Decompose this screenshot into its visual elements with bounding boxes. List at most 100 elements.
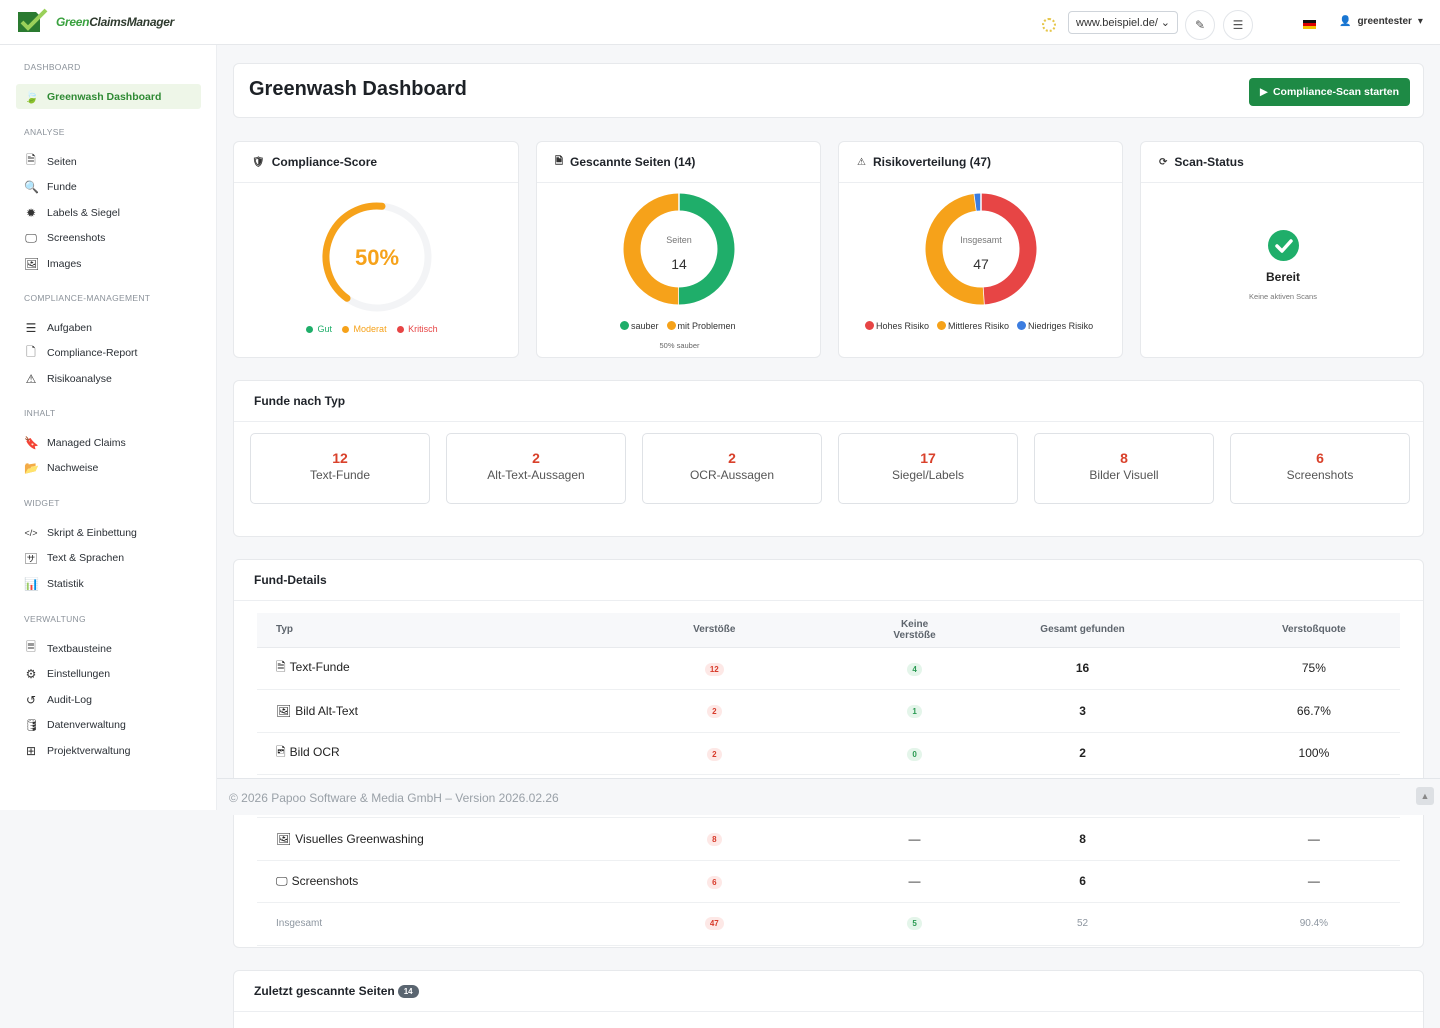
finding-label: Screenshots [1286,468,1354,482]
no-violations-pill: 5 [907,917,922,931]
site-select[interactable]: www.beispiel.de/ ⌄ [1068,11,1178,34]
sidebar-item-risikoanalyse[interactable]: ⚠ Risikoanalyse [16,366,201,391]
gear-icon: ⚙ [25,667,37,682]
table-total-row: Insgesamt 47 5 52 90.4% [257,902,1400,946]
sidebar-item-textbausteine[interactable]: 🗏 Textbausteine [16,636,201,661]
sidebar-item-audit-log[interactable]: ↺ Audit-Log [16,687,201,712]
footer: © 2026 Papoo Software & Media GmbH – Ver… [217,778,1440,815]
sidebar-item-projektverwaltung[interactable]: ⊞ Projektverwaltung [16,738,201,763]
sidebar-item-label: Risikoanalyse [47,372,112,385]
list-button[interactable]: ☰ [1223,10,1253,40]
badge-icon: ✹ [25,205,37,220]
finding-label: Text-Funde [309,468,371,482]
find-details-card: Fund-Details Typ Verstöße Keine Verstöße… [233,559,1424,948]
sidebar-item-nachweise[interactable]: 📂 Nachweise [16,456,201,481]
username: greentester [1357,16,1412,27]
sidebar-item-seiten[interactable]: 🗎 Seiten [16,149,201,174]
violation-rate: — [1307,831,1320,846]
donut-slice[interactable] [980,193,1037,305]
loading-spinner-icon [1042,18,1056,32]
legend-item: Kritisch [396,324,438,334]
edit-button[interactable]: ✎ [1185,10,1215,40]
sidebar-item-datenverwaltung[interactable]: 🛢 Datenverwaltung [16,713,201,738]
sidebar-item-label: Images [47,257,82,270]
sidebar-item-label: Screenshots [47,232,106,245]
table-row: 🗎 Text-Funde 12 4 16 75% [257,647,1400,690]
sidebar-section-label: COMPLIANCE-MANAGEMENT [24,293,151,303]
file-icon: 🗎 [276,659,286,674]
donut-slice[interactable] [678,193,735,305]
finding-type-card[interactable]: 2 Alt-Text-Aussagen [446,433,626,504]
total-found: 3 [1079,703,1086,718]
cell-value: — [908,831,921,846]
violation-rate: 100% [1298,746,1330,761]
finding-type-card[interactable]: 17 Siegel/Labels [838,433,1018,504]
finding-type-card[interactable]: 8 Bilder Visuell [1034,433,1214,504]
findings-by-type-card: Funde nach Typ 12 Text-Funde 2 Alt-Text-A… [233,380,1424,537]
widget-title: Gescannte Seiten (14) [570,155,696,169]
sidebar-item-statistik[interactable]: 📊 Statistik [16,571,201,596]
risk-donut: Insgesamt 47 [925,193,1037,305]
sidebar-section-label: INHALT [24,408,56,418]
finding-count: 2 [532,450,540,466]
sidebar-item-label: Projektverwaltung [47,744,131,757]
sidebar-item-managed-claims[interactable]: 🔖 Managed Claims [16,430,201,455]
german-flag-icon[interactable] [1303,20,1316,29]
row-type: Insgesamt [276,918,323,930]
sidebar-item-compliance-report[interactable]: 🗋 Compliance-Report [16,341,201,366]
finding-type-card[interactable]: 12 Text-Funde [250,433,430,504]
scan-status-widget: ⟳ Scan-Status Bereit Keine aktiven Scans [1140,141,1424,358]
logo[interactable]: GreenClaimsManager [16,8,174,36]
start-scan-label: Compliance-Scan starten [1272,86,1399,98]
sidebar-item-label: Compliance-Report [47,347,138,360]
no-violations-pill: 0 [907,747,922,761]
sidebar-item-screenshots[interactable]: 🖵 Screenshots [16,226,201,251]
sidebar-item-text-sprachen[interactable]: 🈂 Text & Sprachen [16,546,201,571]
donut-center-label: Insgesamt [960,235,1002,245]
sidebar-item-labels-siegel[interactable]: ✹ Labels & Siegel [16,200,201,225]
violations-pill: 6 [707,875,722,889]
scan-status-subtext: Keine aktiven Scans [1249,292,1317,301]
sidebar-item-greenwash-dashboard[interactable]: 🍃 Greenwash Dashboard [16,84,201,109]
table-row: 🖻 Bild OCR 2 0 2 100% [257,732,1400,775]
sidebar-section-label: ANALYSE [24,127,65,137]
pages-subtext: 50% sauber [659,341,700,350]
sidebar-item-label: Nachweise [47,462,99,475]
violations-pill: 2 [707,705,722,719]
file-icon: 🗎 [26,153,36,167]
sidebar-item-aufgaben[interactable]: ☰ Aufgaben [16,315,201,340]
scroll-top-button[interactable]: ▲ [1416,787,1434,805]
list-icon: ☰ [1232,18,1244,32]
image-file-icon: 🖻 [276,744,286,759]
finding-count: 8 [1120,450,1128,466]
image-icon: 🖼 [24,256,40,271]
user-menu[interactable]: 👤 greentester ▾ [1339,16,1423,27]
donut-slice[interactable] [925,193,985,305]
sidebar-item-images[interactable]: 🖼 Images [16,251,201,276]
sidebar-section-label: DASHBOARD [24,62,81,72]
donut-slice[interactable] [623,193,680,305]
sidebar-item-funde[interactable]: 🔍 Funde [16,175,201,200]
finding-label: Alt-Text-Aussagen [487,468,585,482]
total-found: 8 [1079,831,1086,846]
card-title: Fund-Details [254,573,327,587]
total-found: 6 [1079,874,1086,889]
finding-type-card[interactable]: 6 Screenshots [1230,433,1410,504]
count-badge: 14 [397,984,419,998]
sidebar-item-label: Skript & Einbettung [47,526,137,539]
finding-label: OCR-Aussagen [689,468,775,482]
start-scan-button[interactable]: ▶ Compliance-Scan starten [1248,78,1410,106]
col-header: Typ [257,613,537,648]
card-title: Funde nach Typ [254,394,346,408]
footer-text: © 2026 Papoo Software & Media GmbH – Ver… [229,791,559,805]
chevron-down-icon: ⌄ [1160,17,1170,29]
scan-status-text: Bereit [1265,270,1300,284]
no-violations-pill: 4 [907,662,922,676]
sidebar-item-einstellungen[interactable]: ⚙ Einstellungen [16,662,201,687]
user-icon: 👤 [1339,16,1352,27]
cell-value: — [908,874,921,889]
sidebar-item-skript-einbettung[interactable]: </> Skript & Einbettung [16,520,201,545]
widget-title: Risikoverteilung (47) [872,155,991,169]
row-type: Screenshots [291,873,359,888]
finding-type-card[interactable]: 2 OCR-Aussagen [642,433,822,504]
